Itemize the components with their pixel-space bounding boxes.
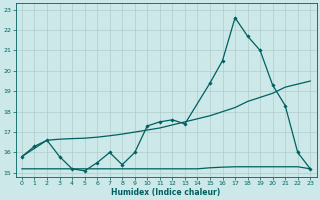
X-axis label: Humidex (Indice chaleur): Humidex (Indice chaleur) xyxy=(111,188,221,197)
